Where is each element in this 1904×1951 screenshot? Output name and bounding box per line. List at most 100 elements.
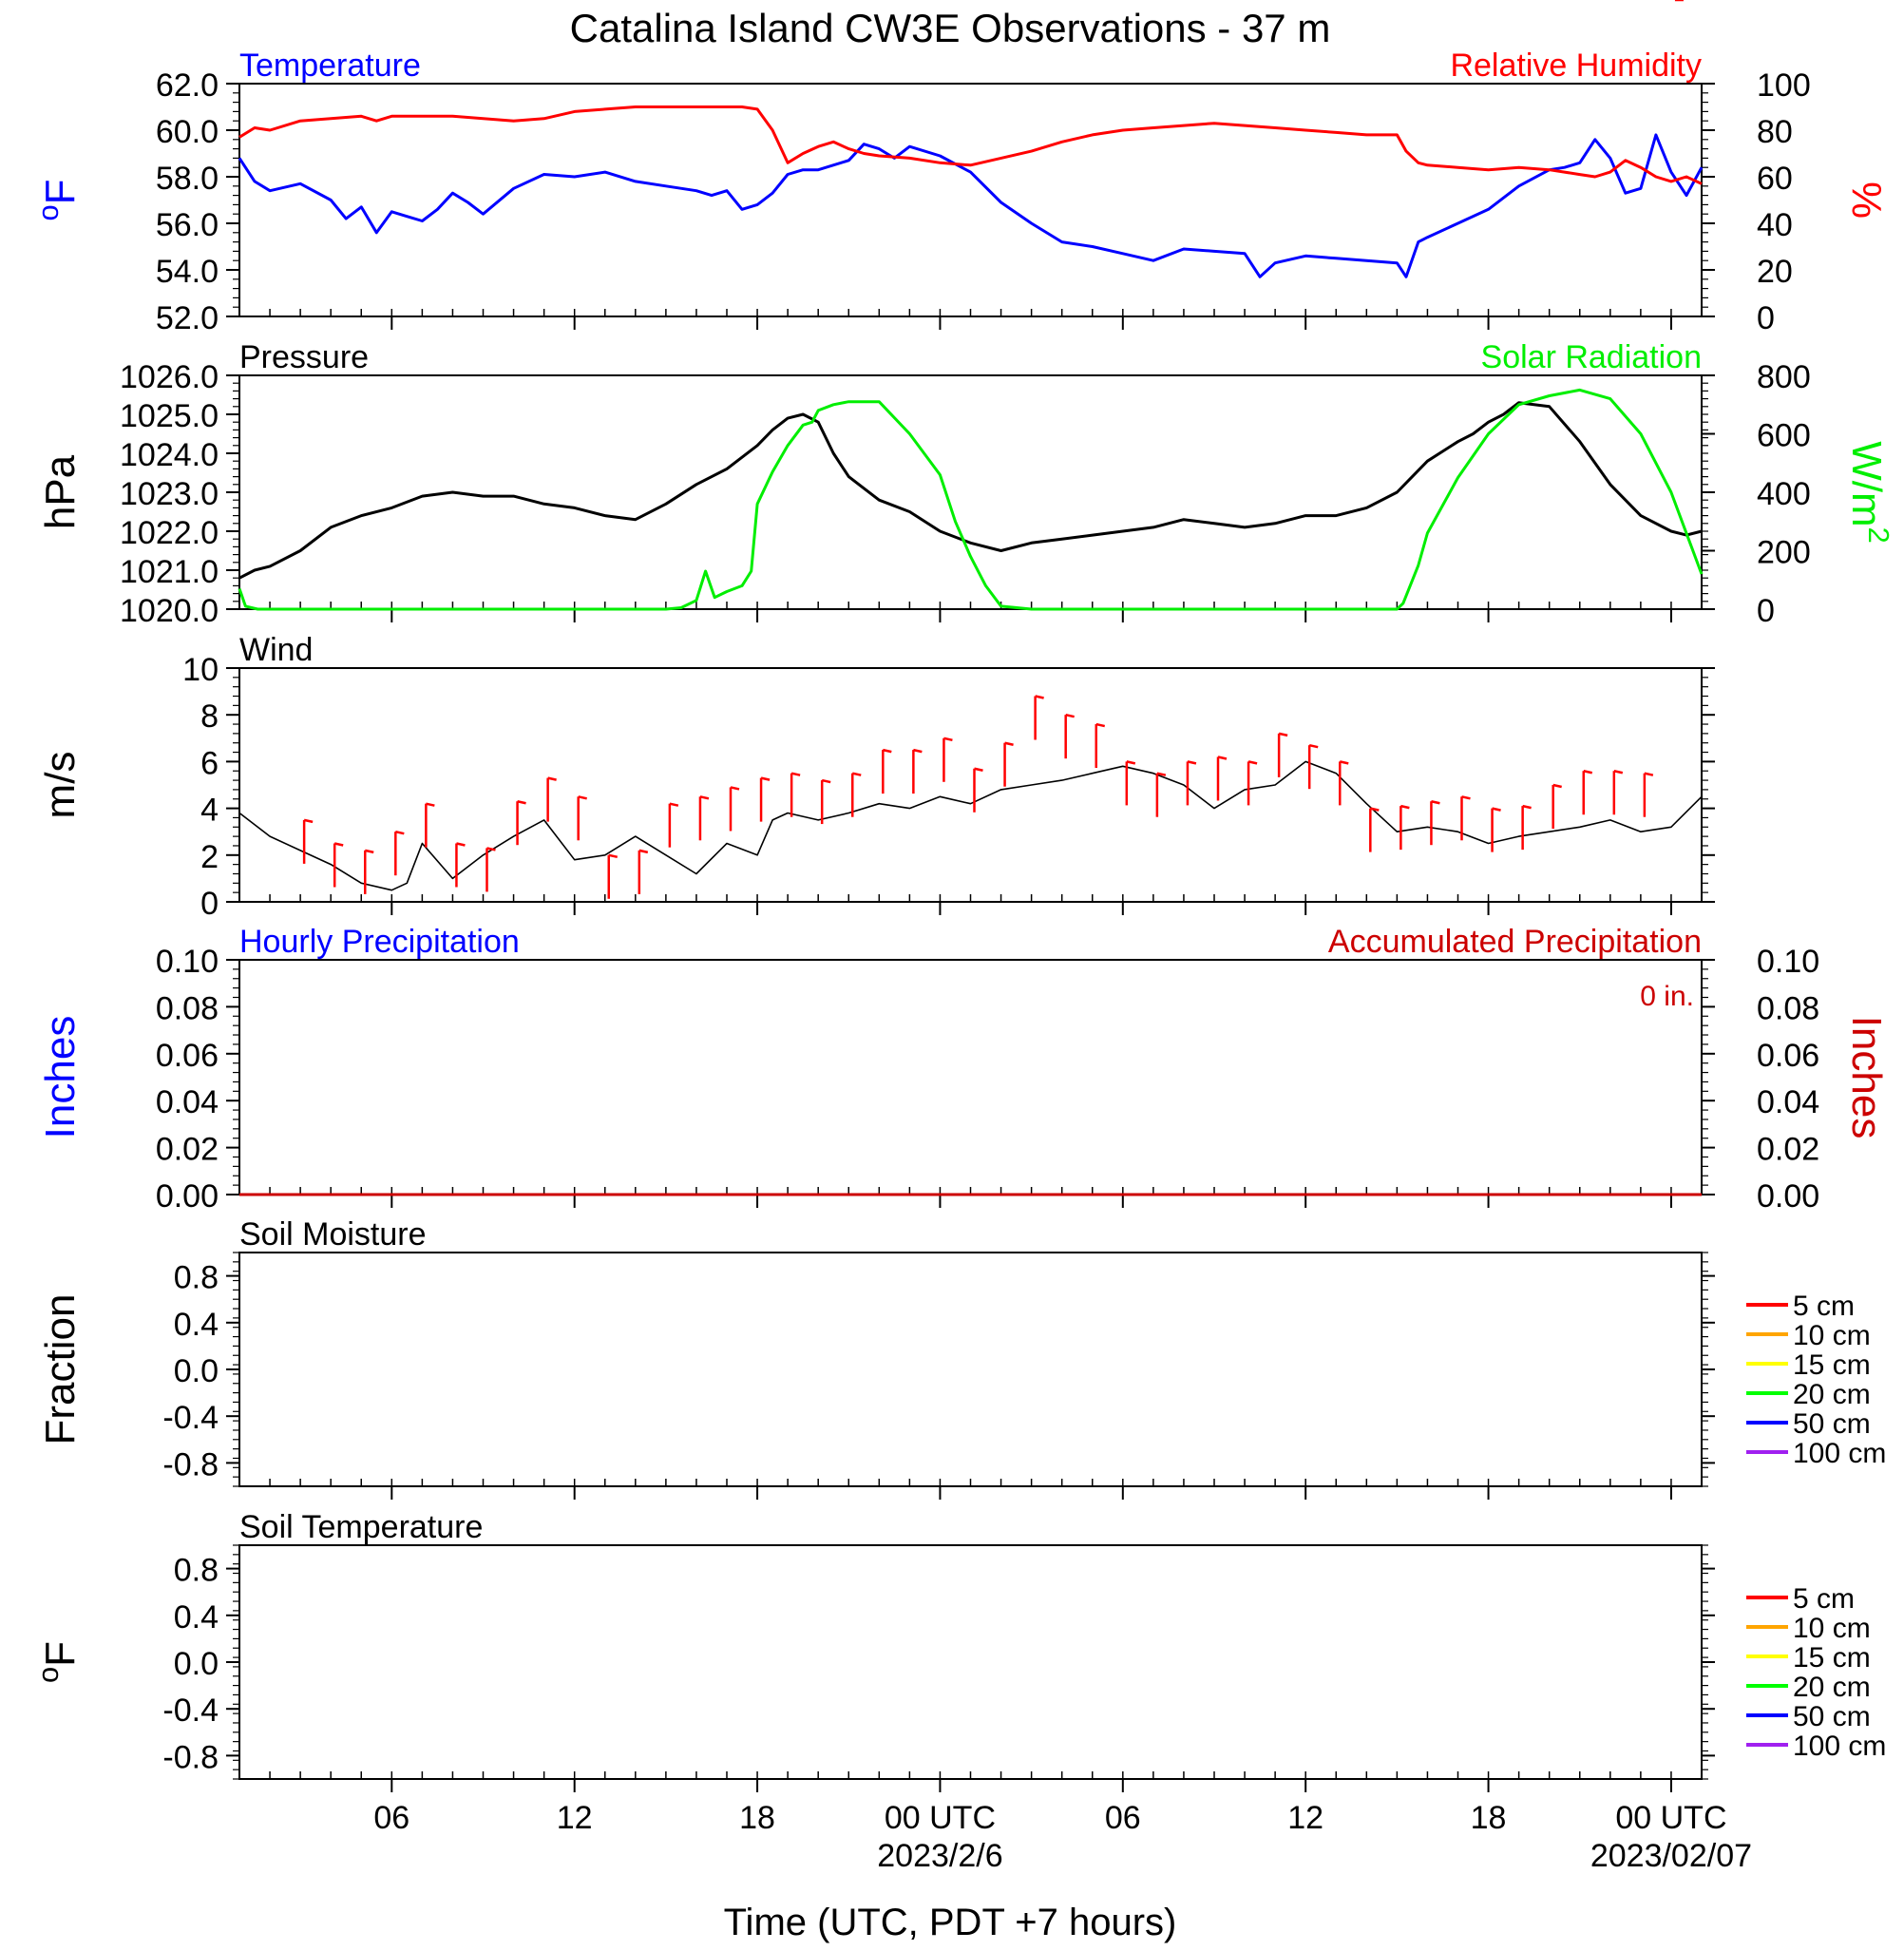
y-right-tick-label: 60 (1757, 161, 1793, 197)
wind-barb-flag (883, 748, 892, 754)
y-left-tick-label: 1024.0 (120, 437, 219, 473)
wind-barb-flag (1004, 741, 1014, 746)
y-right-axis-label: % (1843, 182, 1890, 219)
x-tick-label: 06 (1105, 1800, 1141, 1836)
y-right-tick-label: 600 (1757, 418, 1811, 454)
y-right-tick-label: 400 (1757, 476, 1811, 512)
x-tick-label: 12 (1287, 1800, 1323, 1836)
wind-barb-flag (1552, 783, 1562, 789)
wind-barb-flag (1187, 760, 1197, 765)
legend-label: 100 cm (1793, 1731, 1886, 1762)
y-left-tick-label: 1020.0 (120, 593, 219, 629)
y-left-tick-label: 1021.0 (120, 554, 219, 590)
wind-barb-flag (395, 830, 405, 835)
y-left-axis-label: Fraction (37, 1294, 84, 1445)
y-right-tick-label: 0 (1757, 593, 1775, 629)
wind-barb-flag (578, 795, 587, 800)
panel-frame (238, 1252, 1703, 1487)
y-left-tick-label: 0.8 (174, 1260, 219, 1296)
wind-barb-flag (426, 802, 435, 807)
legend-label: 10 cm (1793, 1613, 1871, 1644)
wind-barb-flag (699, 795, 710, 800)
y-right-tick-label: 0.04 (1757, 1084, 1819, 1120)
y-right-tick-label: 40 (1757, 207, 1793, 243)
y-left-tick-label: -0.8 (162, 1739, 219, 1775)
y-left-tick-label: 1026.0 (120, 359, 219, 395)
y-left-tick-label: 0.0 (174, 1353, 219, 1389)
x-tick-label: 18 (739, 1800, 775, 1836)
wind-barb-flag (1035, 695, 1044, 699)
x-date-label: 2023/02/07 (1590, 1838, 1752, 1874)
legend-label: 15 cm (1793, 1642, 1871, 1674)
legend-label: 50 cm (1793, 1408, 1871, 1440)
panel-frame (238, 83, 1703, 317)
wind-barb-flag (1431, 799, 1440, 805)
y-left-tick-label: 1025.0 (120, 398, 219, 434)
wind-barb-flag (760, 776, 771, 781)
y-left-axis-label: oF (31, 1641, 85, 1683)
wind-barb-flag (974, 767, 983, 773)
x-tick-label: 00 UTC (1615, 1800, 1726, 1836)
y-left-axis-label: oF (31, 179, 85, 220)
y-right-tick-label: 800 (1757, 359, 1811, 395)
y-right-axis-label: Inches (1843, 1016, 1890, 1139)
y-left-axis-label: hPa (37, 454, 84, 529)
wind-barb-flag (851, 772, 862, 776)
series-line-relative-humidity (238, 105, 1703, 185)
y-left-tick-label: 0.4 (174, 1599, 219, 1635)
legend-label: 100 cm (1793, 1438, 1886, 1469)
series-line-solar-radiation (238, 388, 1704, 611)
wind-barb-flag (821, 778, 831, 784)
y-right-tick-label: 200 (1757, 535, 1811, 571)
wind-barb-flag (1126, 760, 1136, 765)
wind-barb-flag (456, 842, 466, 847)
y-left-tick-label: 0.0 (174, 1646, 219, 1682)
y-right-tick-label: 100 (1757, 67, 1811, 104)
y-right-tick-label: 0 (1757, 300, 1775, 336)
wind-barb-flag (486, 847, 496, 851)
series-line-temperature (238, 133, 1704, 278)
wind-barb-flag (1217, 756, 1228, 760)
wind-barb-flag (1247, 760, 1258, 765)
wind-barb-flag (1065, 713, 1075, 718)
y-right-tick-label: 20 (1757, 254, 1793, 290)
y-right-tick-label: 0.08 (1757, 990, 1819, 1026)
panel-pressure-solar: 1026.01025.01024.01023.01022.01021.01020… (37, 339, 1896, 629)
x-date-label: 2023/2/6 (877, 1838, 1002, 1874)
wind-barb-flag (1644, 772, 1654, 776)
panel-left-title: Hourly Precipitation (239, 924, 520, 960)
panel-left-title: Wind (239, 632, 313, 668)
panel-frame (238, 1544, 1703, 1780)
x-tick-label: 06 (373, 1800, 409, 1836)
y-left-axis-label: Inches (37, 1016, 84, 1139)
y-left-tick-label: 0.10 (156, 944, 219, 980)
panel-wind: 10 8 6 4 2 0 Wind m/s (37, 0, 1715, 922)
panel-precipitation: 0.10 0.08 0.06 0.04 0.02 0.00 0.10 0.08 0.06 0.04… (37, 924, 1890, 1215)
y-left-tick-label: 0.00 (156, 1178, 219, 1215)
chart-title: Catalina Island CW3E Observations - 37 m (570, 6, 1331, 50)
y-left-tick-label: 54.0 (156, 254, 219, 290)
panel-soil-moisture: 0.8 0.4 0.0 -0.4 -0.8 Soil Moisture Fraction 5 … (37, 1216, 1886, 1500)
wind-barb-flag (1308, 743, 1319, 749)
panel-left-title: Pressure (239, 339, 369, 375)
y-right-tick-label: 80 (1757, 114, 1793, 150)
wind-barb-flag (1370, 807, 1380, 812)
y-left-tick-label: -0.4 (162, 1400, 219, 1436)
legend-label: 5 cm (1793, 1291, 1855, 1322)
legend-label: 20 cm (1793, 1379, 1871, 1410)
wind-barb-flag (638, 849, 649, 854)
panel-frame (238, 667, 1703, 903)
panel-frame (238, 959, 1703, 1195)
y-left-tick-label: 62.0 (156, 67, 219, 104)
panel-right-title: Relative Humidity (1450, 48, 1702, 84)
y-left-tick-label: 56.0 (156, 207, 219, 243)
panel-left-title: Soil Moisture (239, 1216, 427, 1253)
legend-label: 5 cm (1793, 1583, 1855, 1615)
y-left-tick-label: 0.04 (156, 1084, 219, 1120)
panel-temperature-humidity: 62.0 60.0 58.0 56.0 54.0 52.0 100 80 60 40 20 0 Temp… (31, 48, 1891, 336)
wind-barb-flag (1156, 772, 1167, 776)
legend-label: 15 cm (1793, 1349, 1871, 1381)
legend-label: 50 cm (1793, 1701, 1871, 1732)
